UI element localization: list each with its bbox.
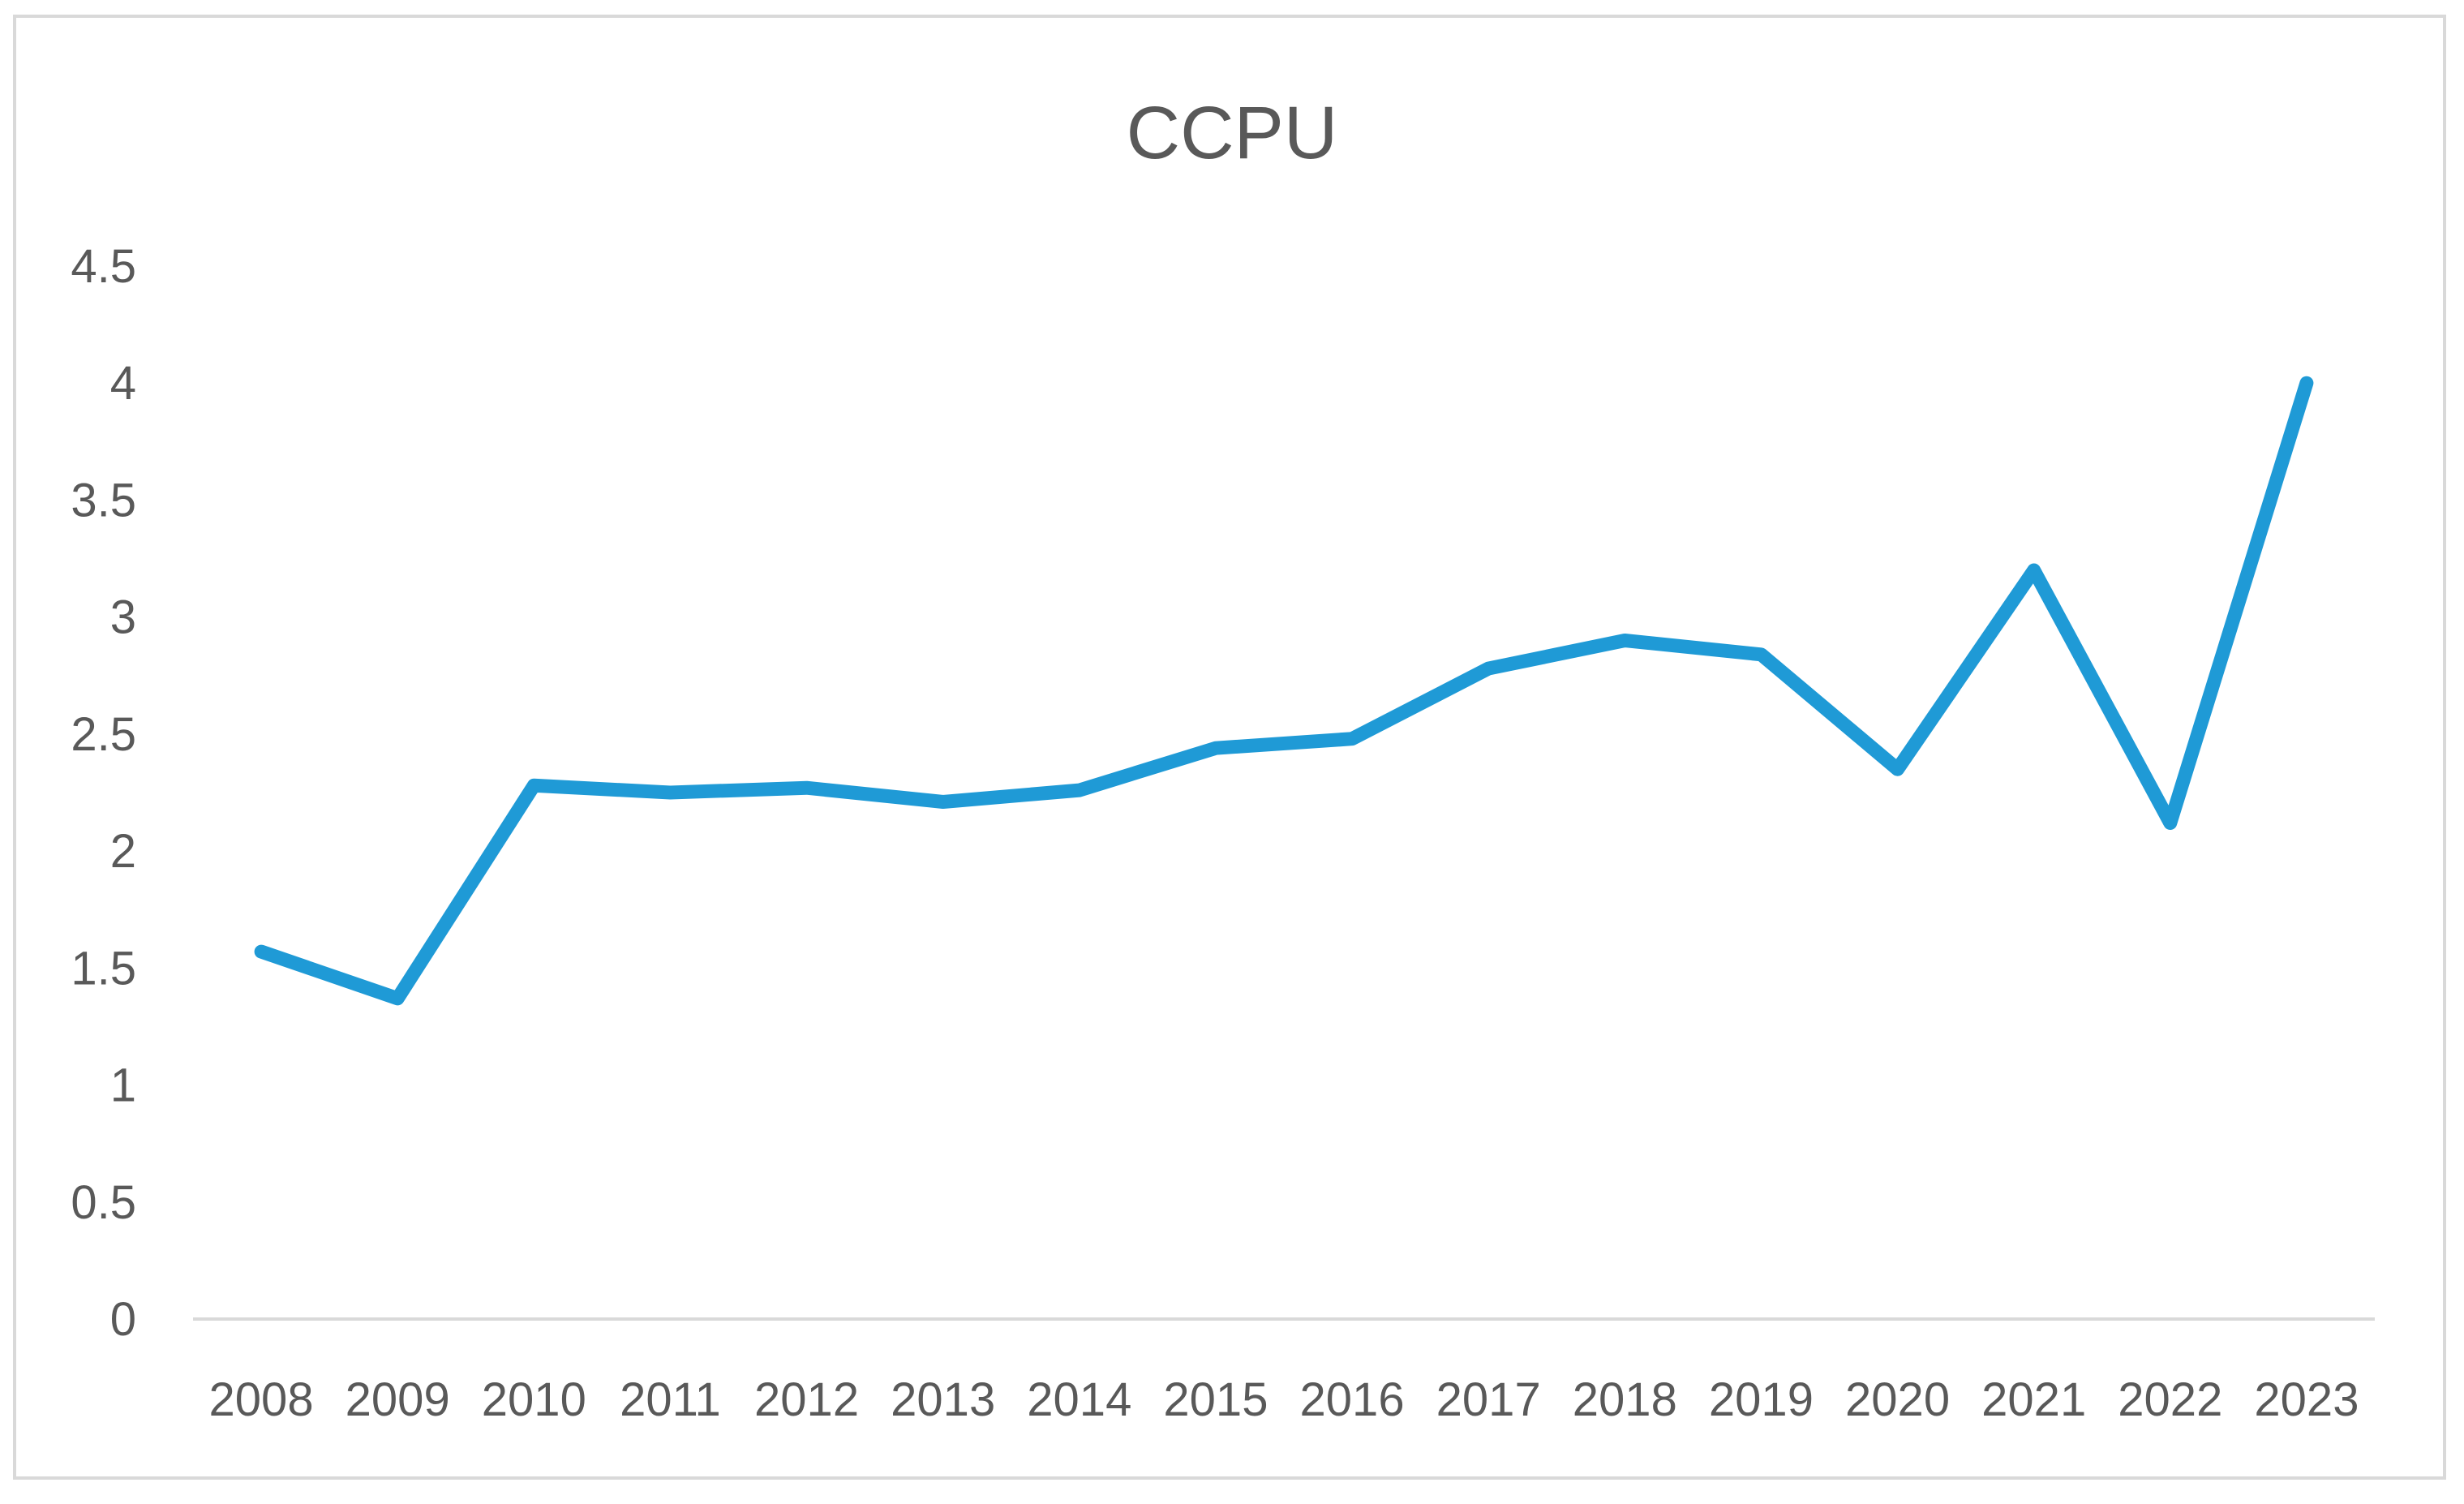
x-tick-label: 2014 xyxy=(1027,1373,1131,1426)
y-tick-label: 0 xyxy=(110,1293,136,1346)
y-tick-label: 4.5 xyxy=(71,240,136,293)
x-tick-label: 2013 xyxy=(891,1373,995,1426)
y-tick-label: 2 xyxy=(110,825,136,878)
x-tick-label: 2021 xyxy=(1981,1373,2086,1426)
x-tick-label: 2008 xyxy=(209,1373,314,1426)
x-axis-ticks: 2008 2009 2010 2011 2012 2013 2014 2015 2016 2017… xyxy=(209,1373,2359,1426)
y-axis-ticks: 0 0.5 1 1.5 2 2.5 3 3.5 4 4.5 xyxy=(71,240,136,1346)
x-tick-label: 2016 xyxy=(1300,1373,1405,1426)
x-tick-label: 2020 xyxy=(1845,1373,1950,1426)
y-tick-label: 3 xyxy=(110,591,136,644)
x-tick-label: 2012 xyxy=(754,1373,859,1426)
x-tick-label: 2017 xyxy=(1436,1373,1541,1426)
series-line xyxy=(254,376,2314,1006)
x-tick-label: 2015 xyxy=(1163,1373,1268,1426)
y-tick-label: 1 xyxy=(110,1059,136,1112)
y-tick-label: 3.5 xyxy=(71,474,136,526)
chart-title: CCPU xyxy=(1127,92,1338,174)
y-tick-label: 2.5 xyxy=(71,708,136,761)
y-tick-label: 0.5 xyxy=(71,1176,136,1229)
x-tick-label: 2009 xyxy=(346,1373,450,1426)
x-tick-label: 2010 xyxy=(482,1373,586,1426)
x-tick-label: 2018 xyxy=(1573,1373,1677,1426)
x-tick-label: 2011 xyxy=(620,1373,721,1426)
x-tick-label: 2022 xyxy=(2118,1373,2222,1426)
x-tick-label: 2019 xyxy=(1709,1373,1814,1426)
x-tick-label: 2023 xyxy=(2254,1373,2359,1426)
y-tick-label: 1.5 xyxy=(71,942,136,995)
y-tick-label: 4 xyxy=(110,357,136,410)
